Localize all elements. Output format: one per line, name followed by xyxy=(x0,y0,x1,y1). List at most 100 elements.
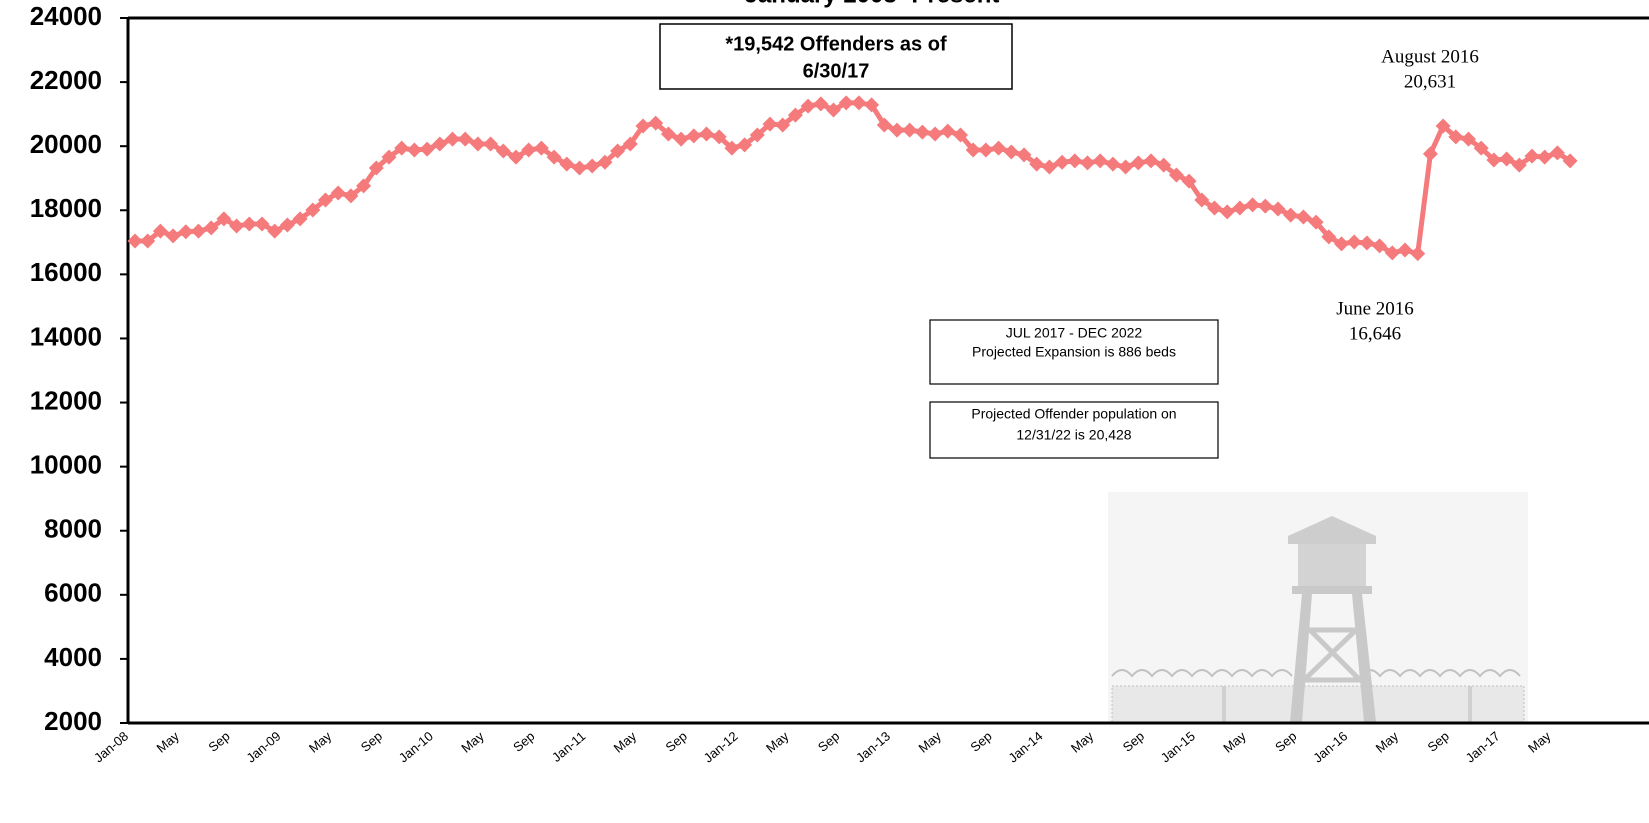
data-point xyxy=(978,142,994,158)
annotation: June 2016 xyxy=(1336,298,1414,319)
y-tick-label: 20000 xyxy=(30,129,102,159)
data-point xyxy=(1448,129,1464,145)
x-tick-label: Sep xyxy=(815,728,842,754)
data-point xyxy=(1562,153,1578,169)
x-tick-label: Sep xyxy=(967,728,994,754)
data-point xyxy=(622,136,638,152)
data-point xyxy=(533,140,549,156)
data-point xyxy=(445,131,460,147)
x-tick-label: Sep xyxy=(1120,728,1147,754)
data-point xyxy=(1499,151,1515,167)
x-tick-label: Sep xyxy=(663,728,690,754)
data-point xyxy=(140,233,156,249)
data-point xyxy=(127,233,143,249)
x-tick-label: May xyxy=(1373,728,1402,756)
data-point xyxy=(1473,140,1489,156)
annotation: JUL 2017 - DEC 2022 xyxy=(1006,325,1143,341)
data-point xyxy=(559,156,575,172)
data-point xyxy=(1029,156,1045,172)
annotation-box xyxy=(929,401,1219,459)
data-point xyxy=(1041,159,1057,175)
data-point xyxy=(1410,246,1426,262)
x-tick-label: Jan-10 xyxy=(396,728,436,765)
y-tick-label: 8000 xyxy=(44,514,102,544)
data-point xyxy=(1194,192,1210,208)
data-point xyxy=(889,122,905,138)
data-point xyxy=(1422,146,1438,162)
y-tick-label: 10000 xyxy=(30,450,102,480)
data-point xyxy=(419,141,435,157)
data-point xyxy=(1283,207,1299,223)
x-tick-label: Sep xyxy=(510,728,537,754)
y-tick-label: 4000 xyxy=(44,642,102,672)
data-point xyxy=(1435,118,1451,134)
data-point xyxy=(318,192,333,208)
annotation: Projected Offender population on xyxy=(971,406,1176,422)
data-point xyxy=(1461,131,1476,147)
data-point xyxy=(191,223,206,239)
data-point xyxy=(1486,152,1502,168)
x-tick-label: May xyxy=(306,728,335,756)
y-tick-label: 24000 xyxy=(30,1,102,31)
data-point xyxy=(1054,154,1070,170)
data-point xyxy=(737,137,753,153)
x-tick-label: Jan-12 xyxy=(701,728,741,765)
data-point xyxy=(1308,214,1324,230)
x-tick-label: May xyxy=(458,728,487,756)
y-tick-label: 2000 xyxy=(44,706,102,736)
y-tick-label: 14000 xyxy=(30,321,102,351)
x-tick-label: May xyxy=(763,728,792,756)
data-point xyxy=(597,154,613,170)
annotation-box xyxy=(929,319,1219,385)
series-line xyxy=(135,100,1572,257)
data-point xyxy=(1270,201,1286,217)
chart-title: January 2008- Present xyxy=(745,0,1000,8)
x-tick-label: Jan-14 xyxy=(1005,728,1045,765)
data-point xyxy=(1295,209,1311,225)
data-point xyxy=(826,102,841,118)
x-tick-label: Jan-17 xyxy=(1463,728,1503,765)
x-tick-label: Sep xyxy=(1272,728,1299,754)
data-point xyxy=(927,126,943,142)
data-point xyxy=(457,131,473,147)
data-point xyxy=(241,216,257,232)
data-point xyxy=(1334,236,1349,252)
annotation: *19,542 Offenders as of xyxy=(725,33,947,55)
data-point xyxy=(368,160,384,176)
data-point xyxy=(1080,155,1095,171)
annotation: 6/30/17 xyxy=(803,60,870,82)
x-tick-label: Sep xyxy=(1425,728,1452,754)
annotation: Projected Expansion is 886 beds xyxy=(972,344,1176,360)
data-point xyxy=(686,128,702,144)
data-point xyxy=(165,228,181,244)
annotation: August 2016 xyxy=(1381,46,1479,67)
data-point xyxy=(1003,144,1019,160)
x-tick-label: May xyxy=(915,728,944,756)
data-point xyxy=(1384,245,1400,261)
data-point xyxy=(521,142,537,158)
data-point xyxy=(1067,153,1083,169)
data-point xyxy=(495,143,511,159)
data-point xyxy=(902,122,918,138)
data-point xyxy=(1118,159,1134,175)
data-point xyxy=(1245,197,1261,213)
data-point xyxy=(1016,147,1032,163)
data-point xyxy=(1321,229,1337,245)
data-point xyxy=(1346,234,1362,250)
data-point xyxy=(864,97,880,113)
data-point xyxy=(660,126,676,142)
data-point xyxy=(1372,238,1388,254)
annotation: 20,631 xyxy=(1404,71,1456,92)
data-point xyxy=(203,220,219,236)
y-tick-label: 6000 xyxy=(44,578,102,608)
data-point xyxy=(1232,200,1248,216)
data-point xyxy=(775,117,791,133)
data-point xyxy=(381,149,397,165)
data-point xyxy=(1092,153,1108,169)
data-point xyxy=(229,218,245,234)
data-point xyxy=(343,188,359,204)
x-tick-label: May xyxy=(1220,728,1249,756)
data-point xyxy=(813,96,829,112)
data-point xyxy=(1257,198,1273,214)
x-tick-label: Jan-16 xyxy=(1310,728,1350,765)
